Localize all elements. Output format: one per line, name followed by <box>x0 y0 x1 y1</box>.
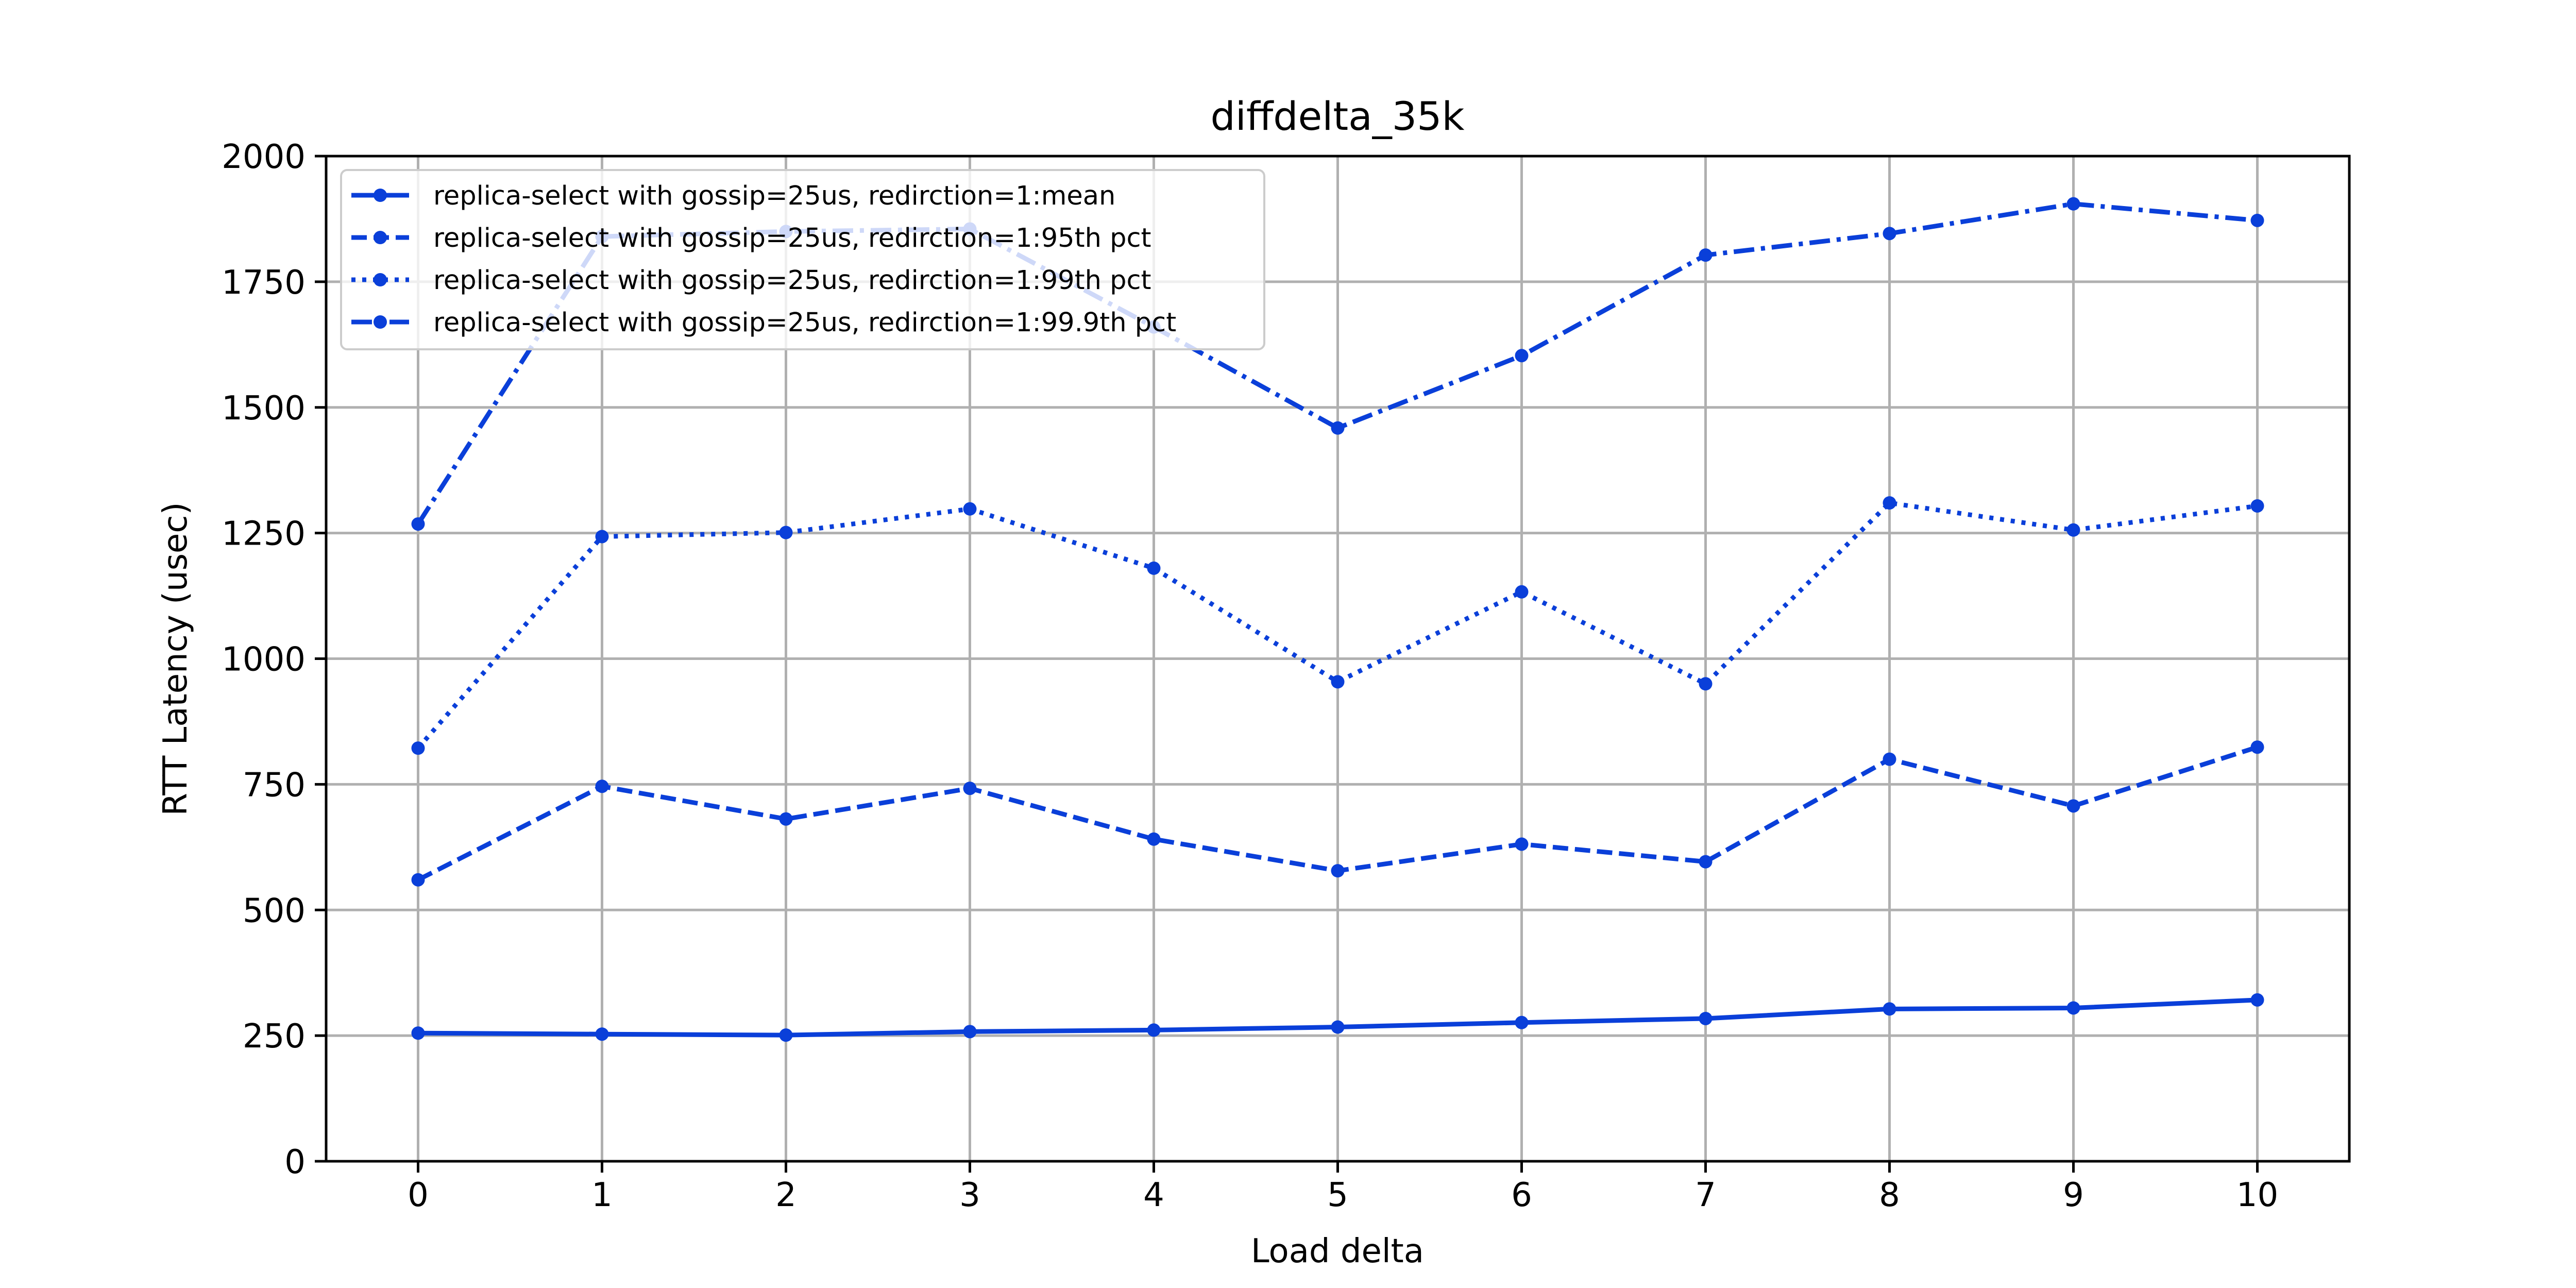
data-point <box>1699 677 1713 691</box>
x-tick-label: 9 <box>2063 1176 2084 1214</box>
data-point <box>1699 855 1713 869</box>
data-point <box>2066 197 2080 211</box>
x-tick-label: 1 <box>591 1176 613 1214</box>
data-point <box>1699 248 1713 262</box>
data-point <box>963 1025 977 1039</box>
data-point <box>2066 1001 2080 1015</box>
series-dashed <box>411 740 2264 887</box>
x-tick-label: 8 <box>1879 1176 1900 1214</box>
y-axis-label: RTT Latency (usec) <box>157 502 195 816</box>
data-point <box>411 1026 425 1040</box>
data-point <box>1883 752 1896 766</box>
legend-marker <box>374 273 387 286</box>
legend-label: replica-select with gossip=25us, redirct… <box>433 181 1115 211</box>
legend-label: replica-select with gossip=25us, redirct… <box>433 308 1176 338</box>
x-axis-ticks: 0 1 2 3 4 5 6 7 8 9 10 <box>408 1161 2278 1214</box>
x-axis-label: Load delta <box>1251 1232 1424 1270</box>
x-tick-label: 0 <box>408 1176 429 1214</box>
data-point <box>963 502 977 516</box>
data-point <box>779 1028 793 1042</box>
x-tick-label: 10 <box>2236 1176 2278 1214</box>
data-point <box>1331 421 1345 435</box>
y-axis-ticks: 0 250 500 750 1000 1250 1500 1750 2000 <box>222 138 326 1181</box>
legend-frame <box>340 169 1265 350</box>
data-point <box>1331 864 1345 878</box>
data-point <box>2066 523 2080 537</box>
data-point <box>595 1027 609 1041</box>
data-point <box>963 782 977 795</box>
legend-label: replica-select with gossip=25us, redirct… <box>433 265 1151 296</box>
data-point <box>2250 213 2264 227</box>
data-point <box>2066 799 2080 813</box>
x-tick-label: 3 <box>959 1176 980 1214</box>
legend-marker <box>374 315 387 329</box>
y-tick-label: 1250 <box>222 515 306 553</box>
data-point <box>1699 1011 1713 1025</box>
data-point <box>779 812 793 826</box>
data-point <box>1515 349 1529 363</box>
data-point <box>1147 1023 1161 1037</box>
data-point <box>1147 832 1161 846</box>
data-point <box>1883 496 1896 510</box>
data-point <box>1515 837 1529 851</box>
x-tick-label: 4 <box>1143 1176 1164 1214</box>
data-point <box>2250 499 2264 513</box>
y-tick-label: 1750 <box>222 264 306 302</box>
y-tick-label: 250 <box>243 1018 306 1056</box>
data-point <box>2250 740 2264 754</box>
y-tick-label: 2000 <box>222 138 306 176</box>
data-point <box>411 741 425 755</box>
legend-label: replica-select with gossip=25us, redirct… <box>433 223 1151 253</box>
data-point <box>779 526 793 539</box>
data-point <box>595 530 609 544</box>
data-point <box>1147 561 1161 575</box>
data-point <box>1883 227 1896 241</box>
data-point <box>1331 675 1345 689</box>
series-line <box>416 500 2258 750</box>
series-dotted <box>411 496 2264 755</box>
y-tick-label: 1000 <box>222 641 306 679</box>
data-point <box>1515 585 1529 599</box>
legend: replica-select with gossip=25us, redirct… <box>340 169 1265 350</box>
y-tick-label: 750 <box>243 766 306 804</box>
y-tick-label: 1500 <box>222 389 306 428</box>
legend-marker <box>374 231 387 244</box>
data-point <box>411 517 425 531</box>
y-tick-label: 0 <box>284 1143 306 1181</box>
series-solid <box>411 993 2264 1042</box>
data-point <box>1883 1002 1896 1016</box>
data-point <box>1331 1020 1345 1034</box>
data-point <box>595 779 609 793</box>
data-point <box>411 873 425 887</box>
data-point <box>2250 993 2264 1007</box>
legend-marker <box>374 189 387 202</box>
x-tick-label: 7 <box>1695 1176 1716 1214</box>
x-tick-label: 6 <box>1511 1176 1532 1214</box>
data-point <box>1515 1015 1529 1029</box>
x-tick-label: 5 <box>1327 1176 1348 1214</box>
y-tick-label: 500 <box>243 892 306 930</box>
x-tick-label: 2 <box>775 1176 796 1214</box>
chart-title: diffdelta_35k <box>1211 93 1465 139</box>
